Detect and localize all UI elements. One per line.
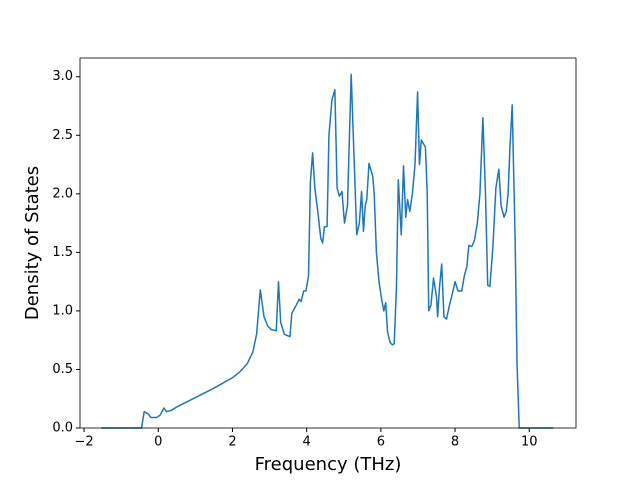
y-tick-label: 0.0 [52,421,73,436]
x-tick-label: 2 [228,435,236,450]
y-tick-label: 0.5 [52,362,73,377]
y-tick-label: 1.5 [52,245,73,260]
y-tick-label: 1.0 [52,303,73,318]
plot-frame [79,57,577,429]
x-tick-label: 4 [303,435,311,450]
x-axis-label: Frequency (THz) [255,454,402,475]
y-axis-label: Density of States [22,166,43,320]
x-tick-label: 8 [451,435,459,450]
x-tick-label: −2 [74,435,93,450]
x-tick-label: 10 [521,435,538,450]
x-tick-label: 6 [377,435,385,450]
x-tick-label: 0 [154,435,162,450]
series-line [101,73,554,429]
y-tick-label: 2.0 [52,186,73,201]
y-tick-label: 2.5 [52,128,73,143]
y-tick-label: 3.0 [52,69,73,84]
